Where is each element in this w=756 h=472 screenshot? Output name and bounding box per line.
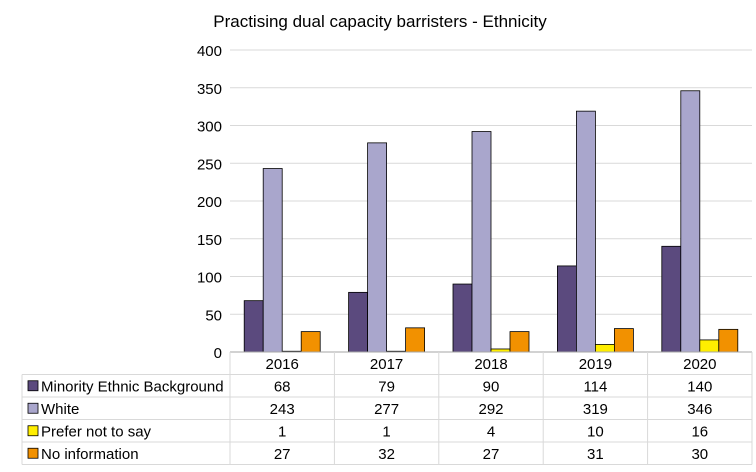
bar-minority-ethnic-background-2018 — [452, 283, 473, 353]
data-label: 277 — [374, 401, 399, 418]
bar-no-information-2020 — [718, 328, 739, 353]
data-label: 27 — [274, 446, 291, 463]
category-label: 2017 — [370, 356, 403, 373]
y-tick-label: 400 — [197, 43, 222, 60]
category-label: 2018 — [474, 356, 507, 373]
data-label: 346 — [687, 401, 712, 418]
data-label: 30 — [691, 446, 708, 463]
bar-white-2017 — [367, 142, 388, 353]
data-label: 32 — [378, 446, 395, 463]
bar-prefer-not-to-say-2020 — [699, 339, 720, 353]
legend-key-no-information — [27, 447, 39, 459]
data-label: 4 — [487, 423, 495, 440]
data-label: 79 — [378, 378, 395, 395]
data-label: 68 — [274, 378, 291, 395]
y-tick-label: 0 — [214, 345, 222, 362]
category-label: 2019 — [579, 356, 612, 373]
bar-minority-ethnic-background-2016 — [243, 300, 264, 353]
data-label: 16 — [691, 423, 708, 440]
axes: 0 50 100 150 200 250 300 350 400 — [197, 43, 752, 362]
legend-label: Minority Ethnic Background — [41, 378, 224, 395]
data-label: 31 — [587, 446, 604, 463]
y-tick-label: 200 — [197, 194, 222, 211]
data-label: 1 — [278, 423, 286, 440]
bar-no-information-2019 — [614, 328, 634, 353]
bar-minority-ethnic-background-2020 — [661, 245, 682, 353]
y-tick-label: 100 — [197, 270, 222, 287]
data-label: 243 — [270, 401, 295, 418]
data-label: 90 — [483, 378, 500, 395]
bar-minority-ethnic-background-2017 — [348, 291, 369, 353]
bar-prefer-not-to-say-2019 — [595, 344, 615, 353]
data-label: 319 — [583, 401, 608, 418]
y-tick-label: 300 — [197, 119, 222, 136]
y-tick-label: 150 — [197, 232, 222, 249]
legend-label: Prefer not to say — [41, 423, 152, 440]
bar-white-2016 — [262, 168, 283, 353]
legend-key-prefer-not-to-say — [27, 425, 39, 437]
bars — [243, 90, 739, 353]
y-tick-label: 250 — [197, 156, 222, 173]
bar-white-2020 — [680, 90, 701, 353]
chart-title: Practising dual capacity barristers - Et… — [213, 12, 547, 31]
category-label: 2016 — [266, 356, 299, 373]
bar-white-2018 — [471, 131, 492, 353]
y-tick-label: 350 — [197, 81, 222, 98]
legend-key-white — [27, 402, 39, 414]
data-label: 292 — [478, 401, 503, 418]
data-table: 2016 2017 2018 2019 2020 Minority Ethnic Back… — [21, 352, 753, 465]
data-label: 140 — [687, 378, 712, 395]
bar-no-information-2016 — [300, 331, 321, 353]
legend-label: White — [41, 401, 79, 418]
bar-white-2019 — [576, 110, 596, 353]
category-label: 2020 — [683, 356, 716, 373]
data-label: 1 — [382, 423, 390, 440]
y-tick-label: 50 — [205, 307, 222, 324]
bar-no-information-2017 — [405, 327, 426, 353]
bar-minority-ethnic-background-2019 — [557, 265, 577, 353]
legend-key-minority-ethnic-background — [27, 380, 39, 392]
bar-no-information-2018 — [509, 331, 530, 353]
data-label: 114 — [583, 378, 607, 395]
data-label: 10 — [587, 423, 604, 440]
data-label: 27 — [483, 446, 500, 463]
legend-label: No information — [41, 446, 139, 463]
